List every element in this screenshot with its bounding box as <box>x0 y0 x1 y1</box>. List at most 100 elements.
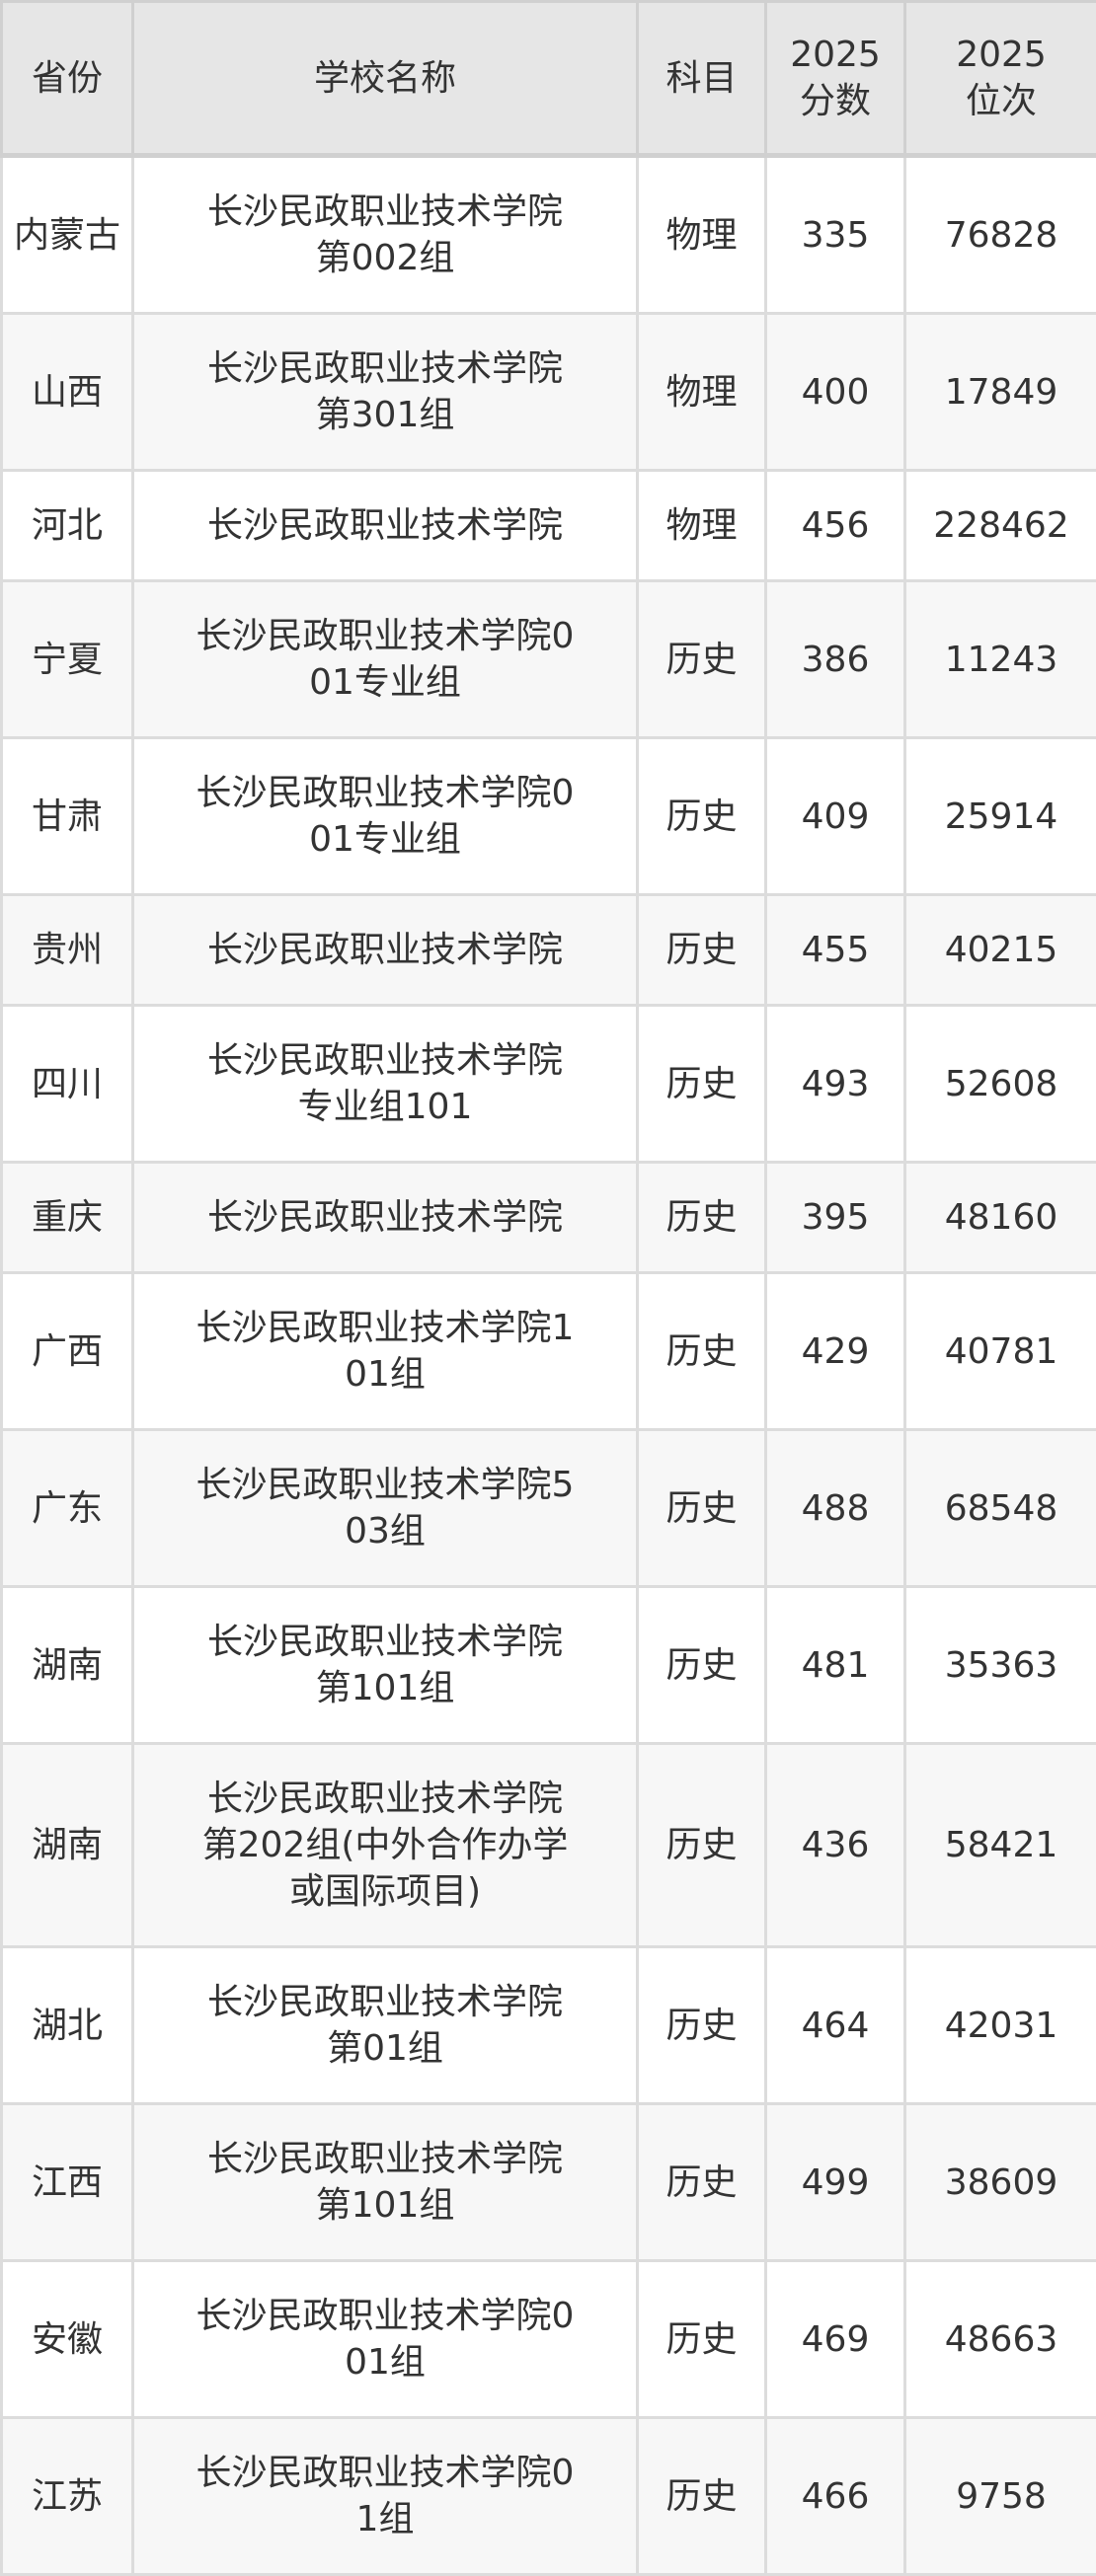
header-subject-label: 科目 <box>665 57 738 99</box>
rank-cell: 228462 <box>903 469 1096 582</box>
province-cell: 湖北 <box>0 1945 134 2105</box>
province-cell: 山西 <box>0 312 134 472</box>
header-subject: 科目 <box>636 0 767 157</box>
table-row: 重庆 长沙民政职业技术学院 历史 395 48160 <box>0 1161 1096 1274</box>
rank-cell: 48160 <box>903 1161 1096 1274</box>
rank-cell: 58421 <box>903 1742 1096 1948</box>
score-cell: 456 <box>764 469 906 582</box>
rank-cell: 40781 <box>903 1271 1096 1431</box>
table-row: 宁夏 长沙民政职业技术学院001专业组 历史 386 11243 <box>0 579 1096 739</box>
header-school: 学校名称 <box>131 0 639 157</box>
province-cell: 江苏 <box>0 2416 134 2576</box>
score-cell: 429 <box>764 1271 906 1431</box>
subject-cell: 物理 <box>636 312 767 472</box>
table-row: 江西 长沙民政职业技术学院第101组 历史 499 38609 <box>0 2102 1096 2262</box>
header-rank-label: 2025位次 <box>956 35 1047 121</box>
subject-cell: 历史 <box>636 1271 767 1431</box>
province-cell: 宁夏 <box>0 579 134 739</box>
school-cell: 长沙民政职业技术学院第01组 <box>131 1945 639 2105</box>
rank-cell: 11243 <box>903 579 1096 739</box>
province-cell: 河北 <box>0 469 134 582</box>
header-rank: 2025位次 <box>903 0 1096 157</box>
school-cell: 长沙民政职业技术学院503组 <box>131 1428 639 1588</box>
school-cell: 长沙民政职业技术学院001组 <box>131 2259 639 2419</box>
subject-cell: 历史 <box>636 2102 767 2262</box>
score-cell: 335 <box>764 154 906 315</box>
score-cell: 499 <box>764 2102 906 2262</box>
province-cell: 广西 <box>0 1271 134 1431</box>
header-row: 省份 学校名称 科目 2025分数 2025位次 <box>0 0 1096 157</box>
subject-cell: 历史 <box>636 579 767 739</box>
table-row: 贵州 长沙民政职业技术学院 历史 455 40215 <box>0 893 1096 1007</box>
rank-cell: 17849 <box>903 312 1096 472</box>
header-province: 省份 <box>0 0 134 157</box>
rank-cell: 76828 <box>903 154 1096 315</box>
subject-cell: 历史 <box>636 2259 767 2419</box>
province-cell: 江西 <box>0 2102 134 2262</box>
score-cell: 464 <box>764 1945 906 2105</box>
school-cell: 长沙民政职业技术学院001专业组 <box>131 579 639 739</box>
table-row: 广西 长沙民政职业技术学院101组 历史 429 40781 <box>0 1271 1096 1431</box>
header-school-label: 学校名称 <box>313 57 456 99</box>
table-row: 江苏 长沙民政职业技术学院01组 历史 466 9758 <box>0 2416 1096 2576</box>
subject-cell: 历史 <box>636 1161 767 1274</box>
header-province-label: 省份 <box>31 57 103 99</box>
table-row: 湖南 长沙民政职业技术学院第202组(中外合作办学或国际项目) 历史 436 58421 <box>0 1742 1096 1948</box>
table-row: 山西 长沙民政职业技术学院第301组 物理 400 17849 <box>0 312 1096 472</box>
table-row: 河北 长沙民政职业技术学院 物理 456 228462 <box>0 469 1096 582</box>
subject-cell: 历史 <box>636 1742 767 1948</box>
score-cell: 469 <box>764 2259 906 2419</box>
province-cell: 广东 <box>0 1428 134 1588</box>
subject-cell: 历史 <box>636 1428 767 1588</box>
subject-cell: 物理 <box>636 154 767 315</box>
score-cell: 488 <box>764 1428 906 1588</box>
subject-cell: 历史 <box>636 893 767 1007</box>
subject-cell: 历史 <box>636 736 767 896</box>
score-cell: 493 <box>764 1004 906 1164</box>
province-cell: 贵州 <box>0 893 134 1007</box>
school-cell: 长沙民政职业技术学院101组 <box>131 1271 639 1431</box>
header-score-label: 2025分数 <box>790 35 881 121</box>
school-cell: 长沙民政职业技术学院第002组 <box>131 154 639 315</box>
school-cell: 长沙民政职业技术学院 <box>131 469 639 582</box>
rank-cell: 9758 <box>903 2416 1096 2576</box>
rank-cell: 52608 <box>903 1004 1096 1164</box>
table-row: 广东 长沙民政职业技术学院503组 历史 488 68548 <box>0 1428 1096 1588</box>
table-row: 安徽 长沙民政职业技术学院001组 历史 469 48663 <box>0 2259 1096 2419</box>
rank-cell: 48663 <box>903 2259 1096 2419</box>
rank-cell: 68548 <box>903 1428 1096 1588</box>
subject-cell: 物理 <box>636 469 767 582</box>
score-cell: 400 <box>764 312 906 472</box>
rank-cell: 38609 <box>903 2102 1096 2262</box>
score-cell: 409 <box>764 736 906 896</box>
score-cell: 436 <box>764 1742 906 1948</box>
score-cell: 395 <box>764 1161 906 1274</box>
table-row: 内蒙古 长沙民政职业技术学院第002组 物理 335 76828 <box>0 154 1096 315</box>
school-cell: 长沙民政职业技术学院01组 <box>131 2416 639 2576</box>
table-row: 四川 长沙民政职业技术学院专业组101 历史 493 52608 <box>0 1004 1096 1164</box>
school-cell: 长沙民政职业技术学院第101组 <box>131 2102 639 2262</box>
score-cell: 455 <box>764 893 906 1007</box>
province-cell: 重庆 <box>0 1161 134 1274</box>
subject-cell: 历史 <box>636 1945 767 2105</box>
school-cell: 长沙民政职业技术学院第202组(中外合作办学或国际项目) <box>131 1742 639 1948</box>
rank-cell: 35363 <box>903 1585 1096 1745</box>
school-cell: 长沙民政职业技术学院专业组101 <box>131 1004 639 1164</box>
score-cell: 466 <box>764 2416 906 2576</box>
school-cell: 长沙民政职业技术学院001专业组 <box>131 736 639 896</box>
score-cell: 481 <box>764 1585 906 1745</box>
school-cell: 长沙民政职业技术学院 <box>131 893 639 1007</box>
table-row: 湖南 长沙民政职业技术学院第101组 历史 481 35363 <box>0 1585 1096 1745</box>
rank-cell: 40215 <box>903 893 1096 1007</box>
school-cell: 长沙民政职业技术学院第101组 <box>131 1585 639 1745</box>
province-cell: 湖南 <box>0 1585 134 1745</box>
province-cell: 安徽 <box>0 2259 134 2419</box>
rank-cell: 25914 <box>903 736 1096 896</box>
score-cell: 386 <box>764 579 906 739</box>
school-cell: 长沙民政职业技术学院 <box>131 1161 639 1274</box>
subject-cell: 历史 <box>636 2416 767 2576</box>
subject-cell: 历史 <box>636 1585 767 1745</box>
table-row: 甘肃 长沙民政职业技术学院001专业组 历史 409 25914 <box>0 736 1096 896</box>
province-cell: 四川 <box>0 1004 134 1164</box>
